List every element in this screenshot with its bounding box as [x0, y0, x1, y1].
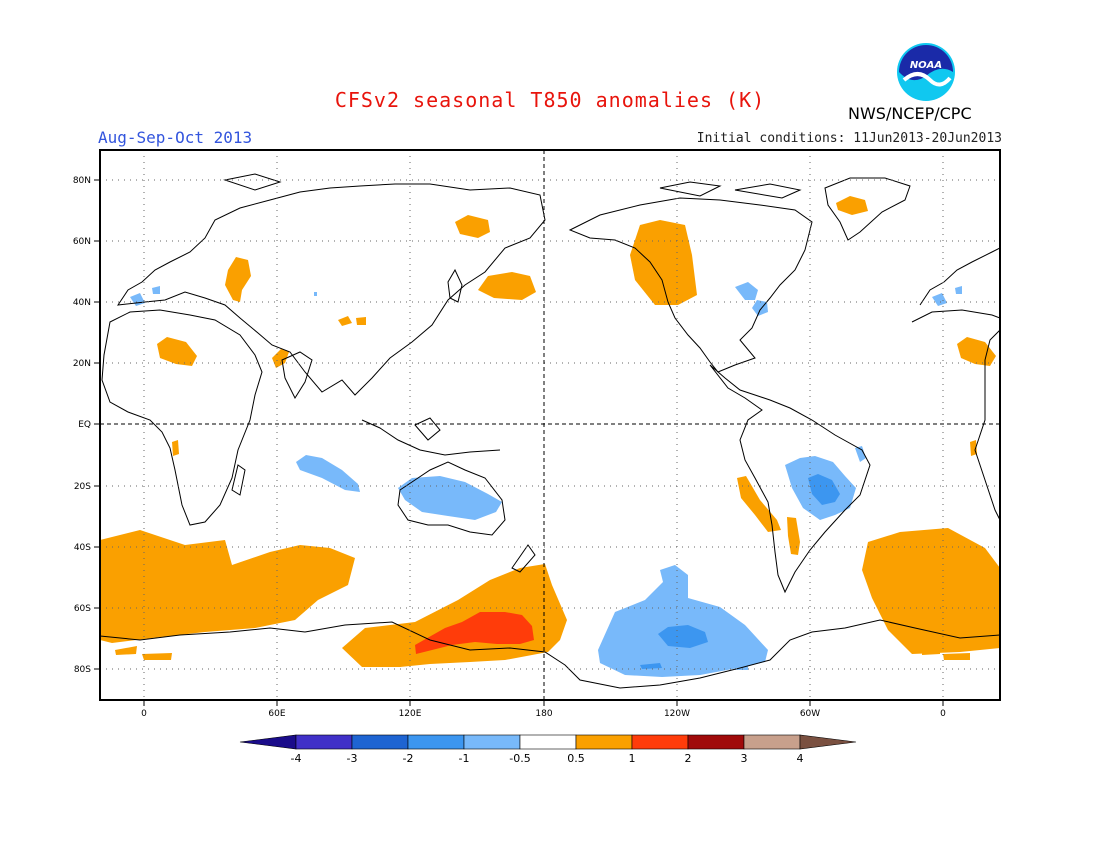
lat-label-20n: 20N: [73, 359, 91, 369]
coastlines: [100, 173, 1000, 689]
map-title: CFSv2 seasonal T850 anomalies (K): [334, 88, 766, 112]
lat-label-60s: 60S: [74, 604, 91, 614]
axis-ticks: [94, 179, 944, 706]
lon-label-0-left: 0: [141, 709, 147, 719]
lon-label-120w: 120W: [664, 709, 690, 719]
gridlines: [100, 150, 1000, 700]
lon-label-60w: 60W: [800, 709, 820, 719]
lat-label-40n: 40N: [73, 298, 91, 308]
lat-label-80s: 80S: [74, 665, 91, 675]
lat-label-20s: 20S: [74, 482, 91, 492]
lat-label-eq: EQ: [78, 420, 91, 430]
lon-label-60e: 60E: [268, 709, 285, 719]
agency-label: NWS/NCEP/CPC: [848, 104, 972, 123]
lat-label-40s: 40S: [74, 543, 91, 553]
lat-label-60n: 60N: [73, 237, 91, 247]
lon-label-120e: 120E: [399, 709, 422, 719]
initial-conditions-label: Initial conditions: 11Jun2013-20Jun2013: [696, 131, 1002, 146]
map-frame: [99, 149, 1001, 701]
equator-and-dateline: [100, 150, 1000, 700]
lat-label-80n: 80N: [73, 176, 91, 186]
lon-label-180: 180: [535, 709, 552, 719]
moderate-cool-anomaly-regions: [640, 474, 840, 669]
warm-anomaly-regions: [100, 196, 1000, 667]
season-label: Aug-Sep-Oct 2013: [98, 128, 253, 147]
anomaly-map: 80N 60N 40N 20N EQ 20S 40S 60S 80S 0 60E…: [73, 149, 1001, 719]
noaa-logo: NOAA: [897, 43, 955, 101]
svg-text:NOAA: NOAA: [910, 60, 942, 71]
lon-label-0-right: 0: [940, 709, 946, 719]
